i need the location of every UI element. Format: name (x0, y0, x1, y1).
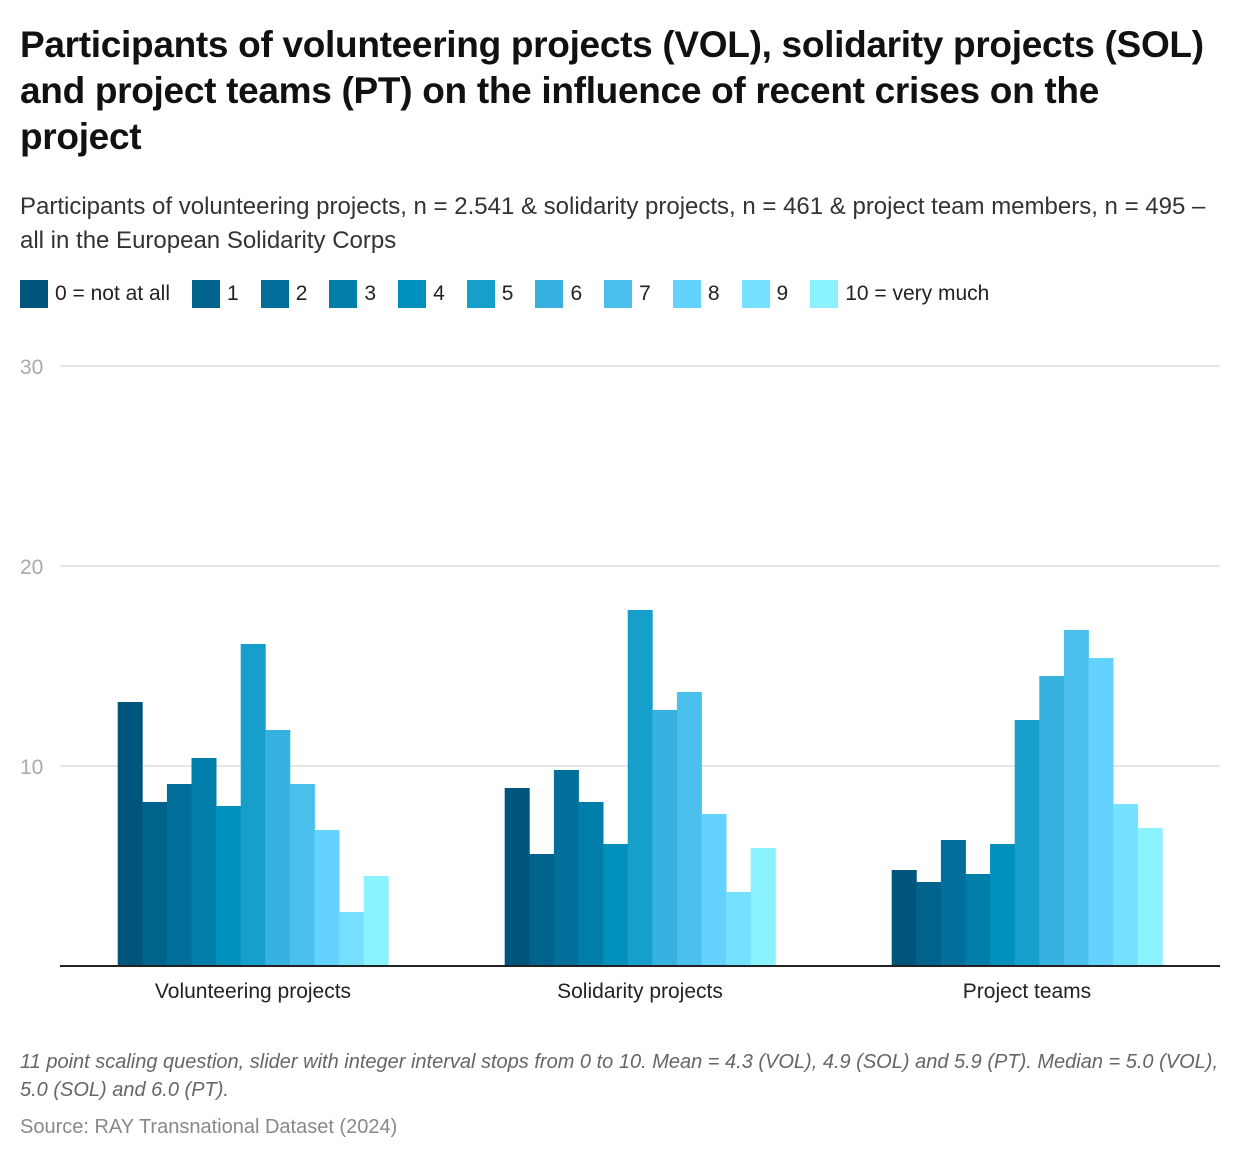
bar (314, 830, 340, 966)
chart-title: Participants of volunteering projects (V… (20, 24, 1204, 157)
x-tick-label: Solidarity projects (557, 980, 723, 1003)
legend-item: 6 (535, 280, 582, 308)
y-tick-label: 30 (20, 356, 43, 379)
bar (265, 730, 291, 966)
legend-label: 5 (501, 282, 514, 305)
bar (504, 788, 530, 966)
bar (166, 784, 192, 966)
legend-label: 6 (570, 282, 583, 305)
bar (965, 874, 991, 966)
y-tick-label: 20 (20, 556, 43, 579)
legend-item: 5 (466, 280, 514, 308)
bar (216, 806, 242, 966)
legend-swatch (810, 280, 839, 308)
legend-swatch (192, 280, 220, 308)
legend-label: 2 (295, 282, 308, 305)
bar (750, 848, 776, 966)
bar (726, 892, 752, 966)
legend-label: 9 (776, 282, 789, 305)
chart-subtitle: Participants of volunteering projects, n… (20, 193, 1206, 254)
bar (529, 854, 555, 966)
footnote: 11 point scaling question, slider with i… (20, 1051, 1218, 1101)
legend-label: 10 = very much (845, 282, 990, 305)
bar (142, 802, 168, 966)
legend-label: 8 (707, 282, 720, 305)
legend-swatch (741, 280, 770, 308)
legend-swatch (535, 280, 564, 308)
legend-swatch (329, 280, 358, 308)
bar (553, 770, 579, 966)
legend-swatch (604, 280, 633, 308)
bar (240, 644, 266, 966)
bar (191, 758, 217, 966)
bar (676, 692, 702, 966)
legend-swatch (260, 280, 289, 308)
legend-swatch (466, 280, 495, 308)
bar (363, 876, 389, 966)
bar (603, 844, 629, 966)
legend-label: 1 (227, 282, 239, 305)
legend-swatch (398, 280, 427, 308)
legend-item: 2 (260, 280, 308, 308)
bar (1137, 828, 1163, 966)
bar (990, 844, 1016, 966)
x-tick-label: Volunteering projects (155, 980, 351, 1003)
legend-item: 0 = not at all (20, 280, 170, 308)
bar (916, 882, 942, 966)
legend-label: 3 (364, 282, 377, 305)
bar-chart: 10 20 30 Volunteering projects Solidarity pr… (20, 356, 1220, 1003)
bar (701, 814, 727, 966)
legend-item: 3 (329, 280, 376, 308)
bar (891, 870, 917, 966)
legend-swatch (672, 280, 701, 308)
bar (940, 840, 966, 966)
legend-swatch (20, 280, 48, 308)
legend-item: 8 (672, 280, 720, 308)
legend-item: 7 (604, 280, 651, 308)
bar (117, 702, 143, 966)
bar (1113, 804, 1139, 966)
legend-label: 4 (433, 282, 445, 305)
bar (1088, 658, 1114, 966)
bar (627, 610, 653, 966)
source-note: Source: RAY Transnational Dataset (2024) (20, 1116, 398, 1138)
legend: 0 = not at all 1 2 3 4 5 6 7 8 9 10 = very much (20, 280, 1011, 308)
legend-label: 7 (639, 282, 651, 305)
bar (578, 802, 604, 966)
bar (339, 912, 365, 966)
legend-item: 9 (741, 280, 789, 308)
bar (1014, 720, 1040, 966)
legend-item: 4 (398, 280, 445, 308)
bar (289, 784, 315, 966)
bar (1063, 630, 1089, 966)
legend-item: 10 = very much (810, 280, 989, 308)
x-tick-label: Project teams (963, 980, 1091, 1003)
bar (652, 710, 678, 966)
bar (1039, 676, 1065, 966)
legend-item: 1 (192, 280, 239, 308)
y-tick-label: 10 (20, 756, 43, 779)
legend-label: 0 = not at all (55, 282, 170, 305)
